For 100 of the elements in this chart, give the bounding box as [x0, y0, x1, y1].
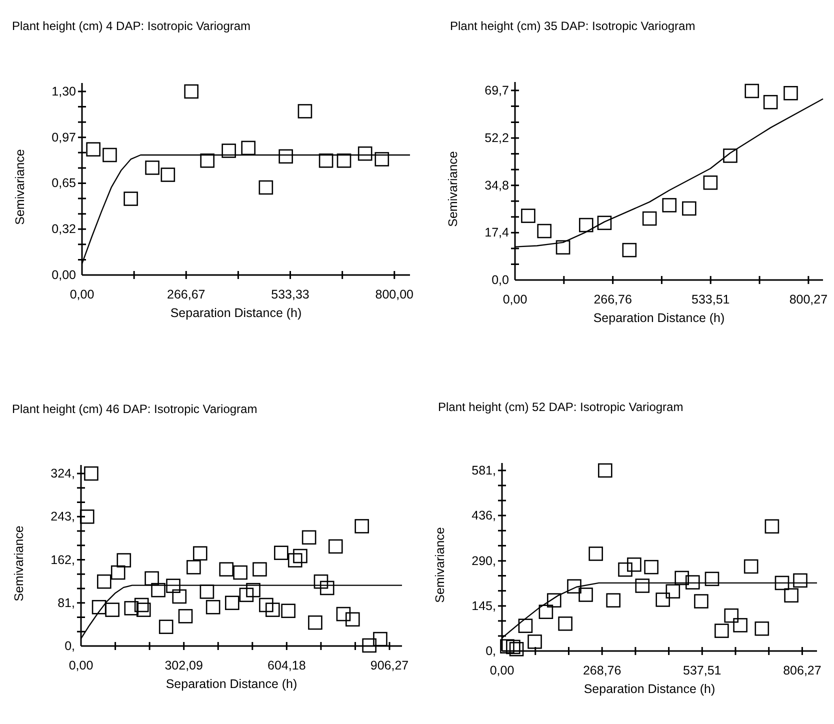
point	[642, 211, 657, 226]
point	[259, 598, 274, 612]
x-axis-title: Separation Distance (h)	[584, 682, 716, 696]
point	[598, 463, 612, 478]
point	[733, 618, 748, 632]
point	[308, 615, 322, 630]
point	[134, 598, 149, 612]
y-axis-title: Semivariance	[433, 527, 447, 603]
point	[567, 579, 582, 594]
point	[80, 509, 94, 524]
point	[184, 84, 198, 99]
point	[537, 224, 552, 238]
point	[704, 572, 720, 586]
y-axis-title: Semivariance	[13, 149, 27, 225]
point	[288, 553, 302, 568]
point	[784, 86, 798, 100]
y-tick-label: 0,97	[52, 130, 76, 144]
point	[774, 576, 790, 590]
point	[763, 94, 778, 110]
y-tick-label: 0,00	[52, 268, 76, 282]
point	[314, 574, 328, 589]
x-tick-label: 604,18	[268, 658, 306, 672]
point	[744, 84, 760, 98]
point	[116, 553, 132, 568]
point	[102, 148, 117, 162]
point	[336, 606, 351, 622]
y-axis-title: Semivariance	[12, 526, 26, 602]
point	[578, 588, 593, 602]
x-tick-label: 800,27	[789, 292, 828, 306]
x-tick-label: 806,27	[783, 663, 822, 678]
x-axis-title: Separation Distance (h)	[170, 306, 302, 320]
x-tick-label: 266,76	[594, 292, 632, 306]
point	[538, 604, 554, 619]
point	[597, 216, 612, 230]
point	[105, 602, 120, 617]
point	[241, 140, 256, 156]
point	[635, 578, 650, 593]
point	[124, 601, 139, 616]
x-tick-label: 0,00	[70, 287, 94, 302]
point	[144, 571, 159, 586]
point	[546, 593, 562, 608]
point	[518, 618, 533, 633]
x-tick-label: 302,09	[164, 658, 203, 672]
point	[373, 632, 388, 646]
point	[252, 562, 267, 576]
point	[622, 242, 637, 258]
point	[656, 592, 670, 607]
point	[96, 574, 112, 589]
point	[618, 562, 632, 577]
y-tick-label: 145,	[472, 598, 496, 613]
point	[258, 180, 274, 195]
point	[674, 570, 689, 586]
point	[200, 584, 214, 599]
x-axis-title: Separation Distance (h)	[166, 677, 298, 691]
y-tick-label: 324,	[50, 466, 75, 481]
point	[158, 620, 174, 634]
chart-title: Plant height (cm) 35 DAP: Isotropic Variogram	[450, 19, 696, 33]
point	[362, 638, 376, 653]
point	[682, 201, 696, 216]
point	[302, 530, 316, 545]
point	[160, 168, 176, 182]
point	[723, 148, 738, 163]
point	[219, 562, 234, 576]
x-axis-title: Separation Distance (h)	[593, 311, 725, 325]
point	[521, 208, 536, 223]
point	[703, 175, 718, 190]
point	[784, 588, 798, 603]
point	[274, 546, 288, 560]
x-tick-label: 906,27	[370, 658, 409, 672]
x-tick-label: 0,00	[68, 658, 94, 672]
point	[578, 218, 594, 232]
point	[206, 600, 220, 614]
x-tick-label: 800,00	[375, 287, 414, 302]
point	[694, 594, 708, 608]
y-tick-label: 34,8	[484, 178, 510, 192]
point	[278, 149, 293, 164]
point	[354, 519, 369, 534]
point	[110, 565, 126, 580]
x-tick-label: 533,33	[271, 287, 310, 302]
point	[265, 602, 280, 617]
y-tick-label: 0,65	[52, 176, 76, 190]
y-tick-label: 0,32	[52, 222, 76, 236]
point	[588, 546, 603, 561]
chart-title: Plant height (cm) 4 DAP: Isotropic Variogram	[12, 19, 251, 33]
point	[374, 152, 390, 166]
point	[644, 560, 658, 574]
point	[662, 198, 677, 212]
point	[754, 621, 770, 636]
point	[345, 612, 360, 627]
point	[151, 582, 166, 598]
point	[222, 144, 236, 158]
y-tick-label: 81,	[58, 596, 75, 610]
point	[506, 640, 520, 654]
point	[764, 519, 780, 534]
point	[233, 565, 248, 580]
x-tick-label: 537,51	[683, 663, 722, 678]
point	[145, 160, 160, 175]
x-tick-label: 533,51	[692, 292, 730, 306]
y-tick-label: 0,	[486, 644, 496, 658]
point	[358, 146, 372, 161]
